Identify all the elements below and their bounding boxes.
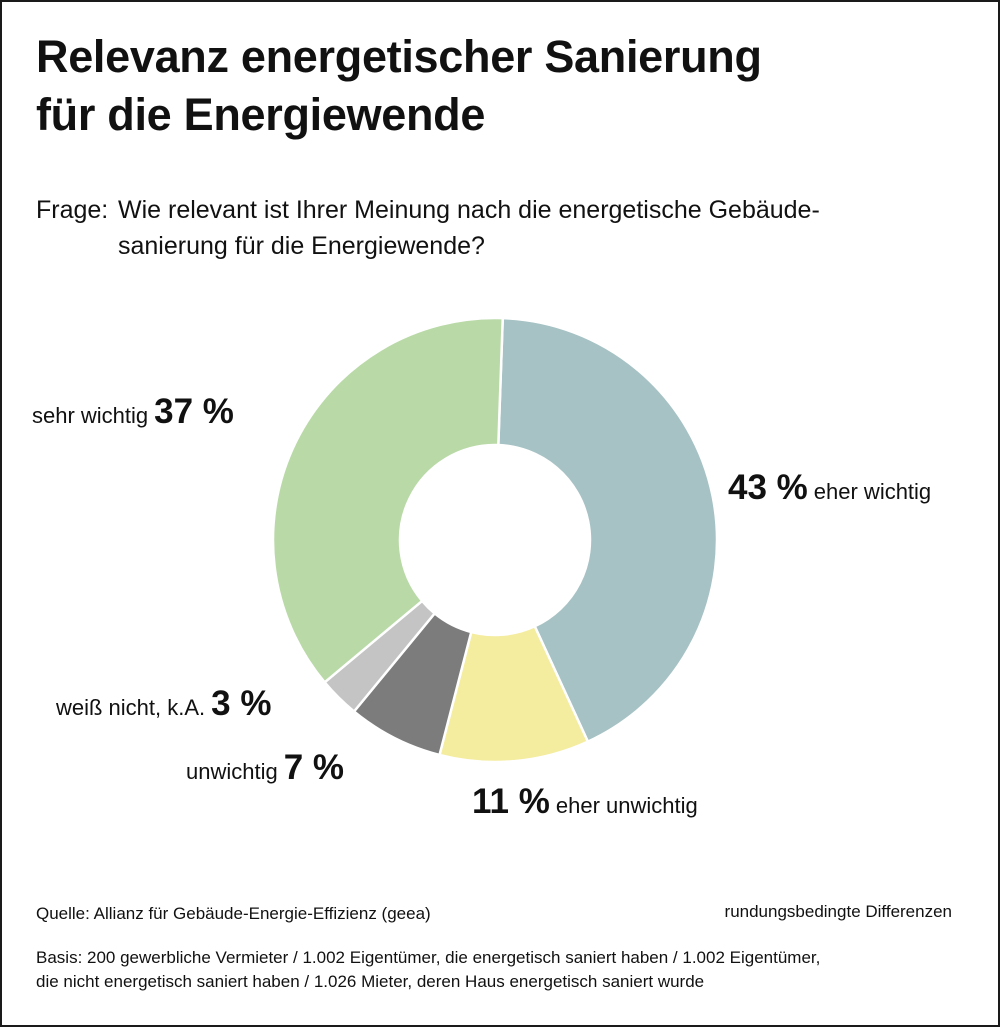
label-sehr-wichtig-text: sehr wichtig [32, 403, 149, 428]
label-eher-wichtig-text: eher wichtig [813, 479, 932, 504]
label-eher-unwichtig-text: eher unwichtig [555, 793, 698, 818]
title-line-2: für die Energiewende [36, 89, 486, 140]
question-line-1: Wie relevant ist Ihrer Meinung nach die … [118, 196, 820, 224]
label-unwichtig-text: unwichtig [186, 759, 278, 784]
rounding-note: rundungsbedingte Differenzen [724, 902, 952, 921]
label-eher-wichtig-value: 43 % [728, 468, 808, 507]
question-text: Wie relevant ist Ihrer Meinung nach die … [118, 192, 938, 264]
label-sehr-wichtig-value: 37 % [154, 392, 234, 431]
donut-slice-sehr-wichtig [271, 316, 505, 685]
label-eher-unwichtig-value: 11 % [472, 782, 550, 821]
question-prefix: Frage: [36, 196, 109, 224]
label-weiss-nicht-value: 3 % [211, 684, 272, 723]
basis-line-2: die nicht energetisch saniert haben / 1.… [36, 972, 705, 991]
source-note: Quelle: Allianz für Gebäude-Energie-Effi… [36, 904, 431, 923]
label-eher-unwichtig: 11 % eher unwichtig [472, 782, 698, 822]
label-unwichtig-value: 7 % [283, 748, 345, 787]
chart-title: Relevanz energetischer Sanierung für die… [36, 28, 966, 144]
label-sehr-wichtig: sehr wichtig 37 % [32, 392, 234, 432]
basis-line-1: Basis: 200 gewerbliche Vermieter / 1.002… [36, 948, 821, 967]
donut-slice-eher-wichtig [497, 316, 719, 744]
question-line-2: sanierung für die Energiewende? [118, 232, 485, 260]
label-eher-wichtig: 43 % eher wichtig [728, 468, 931, 508]
label-weiss-nicht: weiß nicht, k.A. 3 % [56, 684, 271, 724]
label-weiss-nicht-text: weiß nicht, k.A. [56, 695, 206, 720]
label-unwichtig: unwichtig 7 % [186, 748, 344, 788]
basis-note: Basis: 200 gewerbliche Vermieter / 1.002… [36, 946, 820, 994]
title-line-1: Relevanz energetischer Sanierung [36, 31, 762, 82]
